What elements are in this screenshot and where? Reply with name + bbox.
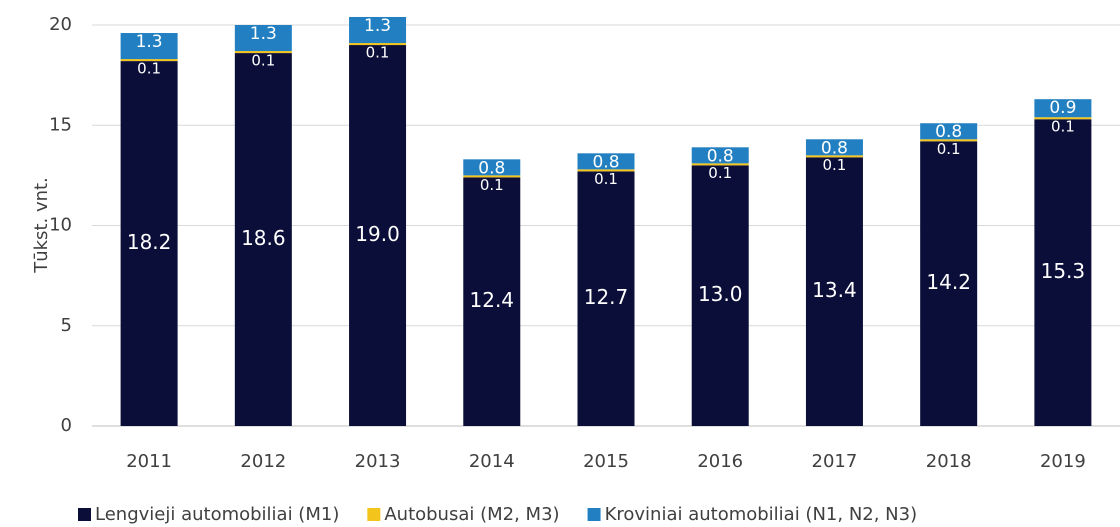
legend-label: Kroviniai automobiliai (N1, N2, N3): [605, 504, 918, 525]
data-label: 0.9: [1049, 98, 1076, 118]
bar-segment: [805, 155, 863, 158]
bar-segment: [920, 123, 978, 140]
bar-segment: [577, 171, 635, 426]
data-label: 19.0: [355, 222, 400, 246]
data-label: 0.1: [823, 156, 847, 174]
bar-segment: [463, 175, 521, 178]
bar-segment: [805, 157, 863, 426]
data-label: 1.3: [364, 16, 391, 36]
legend-swatch: [587, 508, 601, 521]
bar-segment: [234, 51, 292, 54]
y-axis-label: Tūkst. vnt.: [31, 177, 52, 274]
bar-segment: [691, 165, 749, 426]
data-label: 0.1: [480, 176, 504, 194]
bar-segment: [920, 141, 978, 427]
bar-segment: [463, 177, 521, 426]
x-tick-label: 2017: [812, 451, 858, 472]
data-label: 0.8: [592, 152, 619, 172]
data-label: 0.8: [935, 122, 962, 142]
bar-segment: [805, 139, 863, 156]
data-label: 12.7: [584, 285, 629, 309]
legend-swatch: [78, 508, 91, 521]
data-label: 18.2: [127, 230, 172, 254]
data-label: 13.4: [812, 278, 857, 302]
bar-segment: [120, 33, 178, 60]
x-tick-label: 2013: [355, 451, 401, 472]
data-label: 12.4: [470, 288, 515, 312]
data-label: 0.1: [937, 140, 961, 158]
data-label: 0.8: [478, 158, 505, 178]
bar-segment: [349, 45, 407, 427]
data-label: 1.3: [250, 24, 277, 44]
legend-swatch: [367, 508, 381, 521]
x-tick-label: 2019: [1040, 451, 1086, 472]
bar-segment: [120, 59, 178, 62]
bar-segment: [691, 163, 749, 166]
bar-segment: [349, 43, 407, 46]
bar-segment: [463, 159, 521, 176]
y-tick-label: 10: [49, 215, 72, 236]
data-label: 18.6: [241, 226, 286, 250]
bar-segment: [577, 169, 635, 172]
data-label: 1.3: [136, 32, 163, 52]
x-tick-label: 2012: [240, 451, 286, 472]
bar-segment: [1034, 117, 1092, 120]
y-tick-label: 15: [49, 114, 72, 135]
y-tick-label: 5: [61, 315, 72, 336]
x-tick-label: 2018: [926, 451, 972, 472]
data-label: 0.8: [707, 146, 734, 166]
data-label: 0.1: [1051, 118, 1075, 136]
data-label: 0.1: [137, 60, 161, 78]
data-label: 15.3: [1041, 259, 1086, 283]
legend-label: Autobusai (M2, M3): [384, 504, 559, 525]
x-tick-label: 2011: [126, 451, 172, 472]
data-label: 0.1: [366, 44, 390, 62]
bar-segment: [691, 147, 749, 164]
y-tick-label: 0: [61, 415, 72, 436]
bar-segment: [1034, 99, 1092, 118]
data-label: 0.1: [594, 170, 618, 188]
data-label: 13.0: [698, 282, 743, 306]
x-tick-label: 2014: [469, 451, 515, 472]
data-label: 14.2: [926, 270, 971, 294]
bar-segment: [349, 16, 407, 44]
bar-segment: [234, 53, 292, 426]
data-label: 0.8: [821, 138, 848, 158]
x-tick-label: 2016: [697, 451, 743, 472]
bar-segment: [120, 61, 178, 427]
legend-label: Lengvieji automobiliai (M1): [95, 504, 339, 525]
data-label: 0.1: [708, 164, 732, 182]
bar-segment: [1034, 119, 1092, 427]
bar-segment: [920, 139, 978, 142]
bar-segment: [577, 153, 635, 170]
y-tick-label: 20: [49, 14, 72, 35]
bar-segment: [234, 25, 292, 52]
x-tick-label: 2015: [583, 451, 629, 472]
data-label: 0.1: [251, 52, 275, 70]
